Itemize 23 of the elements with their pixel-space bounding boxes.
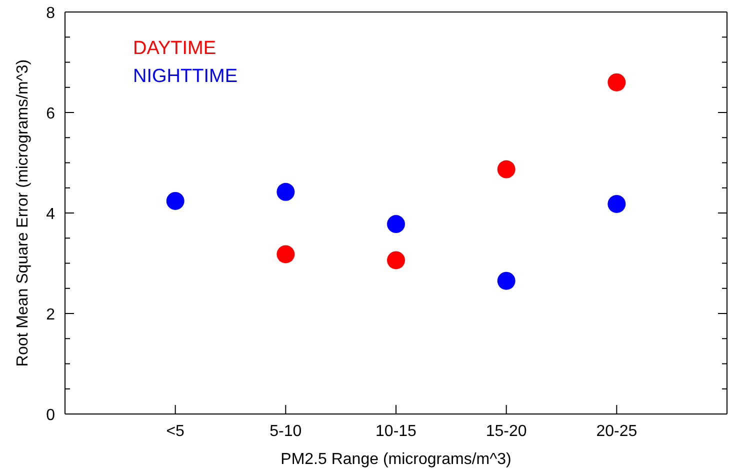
y-tick-label: 0	[46, 407, 56, 424]
y-tick-label: 8	[46, 5, 56, 22]
text: DAYTIME	[133, 38, 218, 60]
x-tick-label: 20-25	[596, 423, 638, 440]
point	[608, 73, 626, 92]
point	[387, 215, 405, 234]
x-tick-label: <5	[166, 423, 185, 440]
x-tick-label: 10-15	[376, 423, 417, 440]
text: NIGHTTIME	[133, 66, 238, 88]
point	[276, 182, 295, 201]
point	[497, 160, 516, 178]
x-tick-label: 15-20	[486, 423, 527, 440]
point	[497, 272, 516, 290]
point	[387, 251, 405, 270]
x-axis-title: PM2.5 Range (micrograms/m^3)	[280, 451, 512, 468]
y-tick-label: 6	[46, 106, 56, 122]
point	[166, 192, 184, 210]
x-tick-label: 5-10	[270, 423, 302, 440]
y-tick-label: 4	[46, 206, 56, 223]
y-axis-title: Root Mean Square Error (micrograms/m^3)	[14, 59, 32, 367]
point	[608, 194, 626, 213]
y-tick-label: 2	[46, 306, 56, 324]
point	[276, 245, 295, 264]
